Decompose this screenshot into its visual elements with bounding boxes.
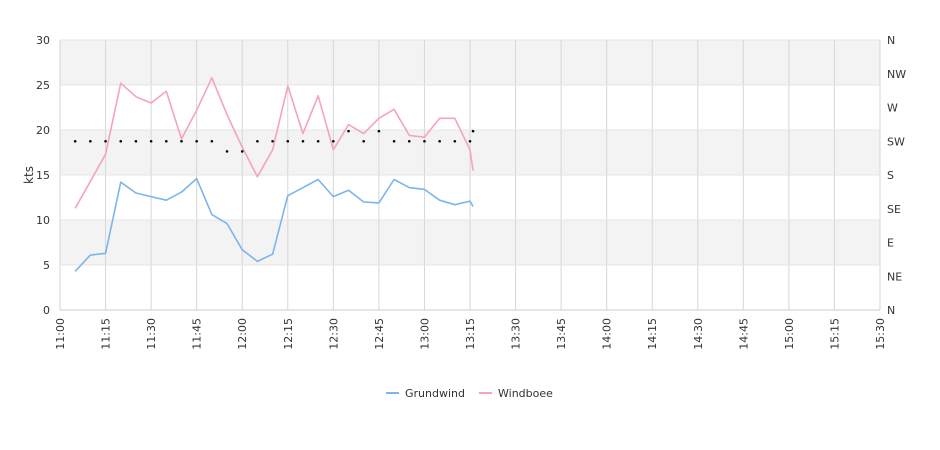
y-axis-ticks: 0 5 10 15 20 25 30 xyxy=(36,34,50,317)
x-tick-label: 11:15 xyxy=(100,318,113,350)
direction-point xyxy=(195,139,198,143)
y-tick-label: 15 xyxy=(36,169,50,182)
direction-point xyxy=(240,150,244,153)
y-axis-title: kts xyxy=(22,166,36,184)
direction-point xyxy=(471,129,475,133)
direction-point xyxy=(134,139,138,143)
x-tick-label: 12:00 xyxy=(236,318,249,350)
x-tick-label: 11:00 xyxy=(54,318,67,350)
x-tick-label: 13:30 xyxy=(510,318,523,350)
direction-tick-label: NE xyxy=(887,270,902,283)
x-tick-label: 11:45 xyxy=(191,318,204,350)
direction-point xyxy=(89,139,92,143)
direction-point xyxy=(453,139,457,143)
y-tick-label: 5 xyxy=(43,259,50,272)
direction-point xyxy=(301,139,305,143)
direction-tick-label: S xyxy=(887,169,894,182)
legend-label-windboee: Windboee xyxy=(498,387,553,400)
direction-point xyxy=(316,139,320,143)
direction-tick-label: N xyxy=(887,304,895,317)
direction-axis-ticks: N NE E SE S SW W NW N xyxy=(887,34,906,317)
direction-point xyxy=(332,139,335,143)
direction-point xyxy=(347,129,350,133)
y-tick-label: 10 xyxy=(36,214,50,227)
y-tick-label: 25 xyxy=(36,79,50,92)
direction-point xyxy=(180,139,183,143)
direction-point xyxy=(468,139,472,143)
direction-tick-label: SE xyxy=(887,203,901,216)
direction-point xyxy=(362,139,366,143)
direction-point xyxy=(119,139,123,143)
horizontal-gridlines xyxy=(60,39,880,311)
direction-tick-label: W xyxy=(887,102,898,115)
y-tick-label: 20 xyxy=(36,124,50,137)
x-tick-label: 15:30 xyxy=(874,318,887,350)
y-tick-label: 30 xyxy=(36,34,50,47)
direction-tick-label: E xyxy=(887,237,894,250)
x-tick-label: 15:15 xyxy=(828,318,841,350)
y-tick-label: 0 xyxy=(43,304,50,317)
direction-point xyxy=(423,139,426,143)
x-tick-label: 15:00 xyxy=(783,318,796,350)
direction-point xyxy=(438,139,441,143)
direction-tick-label: NW xyxy=(887,68,906,81)
direction-point xyxy=(377,129,381,133)
legend: Grundwind Windboee xyxy=(386,387,553,400)
x-tick-label: 13:45 xyxy=(555,318,568,350)
direction-point xyxy=(164,139,168,143)
direction-point xyxy=(225,150,229,153)
direction-point xyxy=(210,139,214,143)
direction-tick-label: N xyxy=(887,34,895,47)
x-axis-ticks: 11:00 11:15 11:30 11:45 12:00 12:15 12:30 12:45… xyxy=(54,318,887,350)
direction-point xyxy=(73,139,77,143)
series-line-windboee xyxy=(74,77,474,209)
x-tick-label: 12:15 xyxy=(282,318,295,350)
direction-markers xyxy=(73,129,475,153)
direction-point xyxy=(286,139,290,143)
series-line-grundwind xyxy=(74,177,474,272)
x-tick-label: 14:00 xyxy=(601,318,614,350)
x-tick-label: 13:00 xyxy=(418,318,431,350)
x-tick-label: 12:45 xyxy=(373,318,386,350)
x-tick-label: 11:30 xyxy=(145,318,158,350)
x-tick-label: 14:45 xyxy=(737,318,750,350)
x-tick-label: 14:15 xyxy=(646,318,659,350)
direction-point xyxy=(271,139,274,143)
legend-label-grundwind: Grundwind xyxy=(405,387,465,400)
direction-point xyxy=(407,139,411,143)
x-tick-label: 12:30 xyxy=(327,318,340,350)
x-tick-label: 13:15 xyxy=(464,318,477,350)
direction-point xyxy=(392,139,396,143)
x-tick-label: 14:30 xyxy=(692,318,705,350)
direction-point xyxy=(149,139,153,143)
direction-tick-label: SW xyxy=(887,135,905,148)
series-lines xyxy=(74,77,474,272)
direction-point xyxy=(256,139,259,143)
direction-point xyxy=(104,139,107,143)
